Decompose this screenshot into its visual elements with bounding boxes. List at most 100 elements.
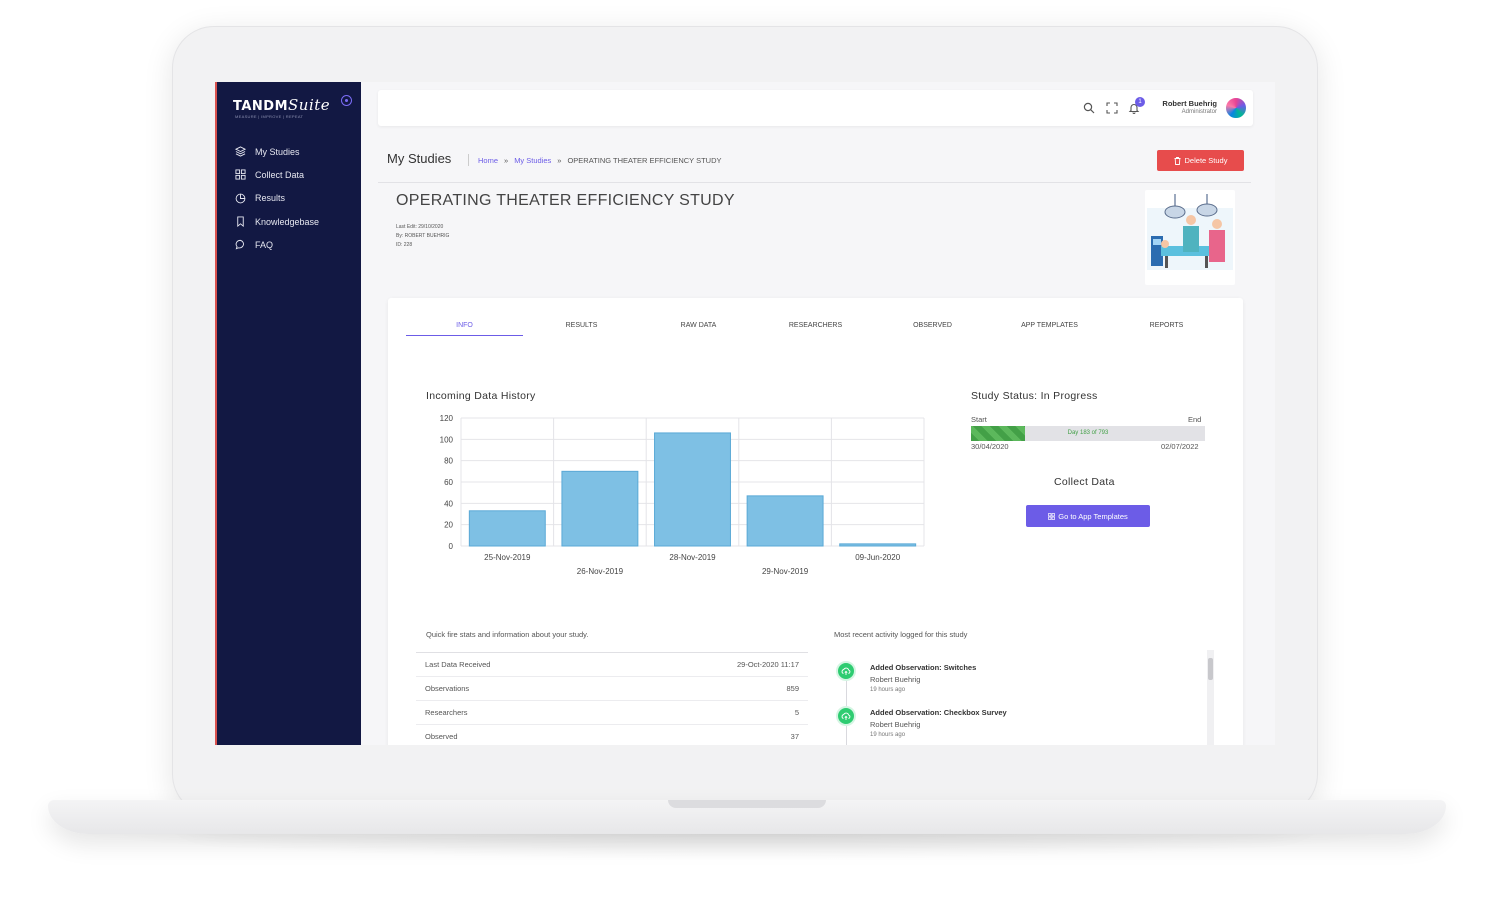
activity-time: 19 hours ago <box>870 732 906 738</box>
stats-caption: Quick fire stats and information about y… <box>426 630 589 639</box>
stat-value: 37 <box>790 732 799 741</box>
x-tick-label: 29-Nov-2019 <box>762 567 809 576</box>
chart-bar <box>839 543 917 547</box>
study-title: OPERATING THEATER EFFICIENCY STUDY <box>396 192 735 209</box>
study-author: By: ROBERT BUEHRIG <box>396 233 450 239</box>
stat-label: Observations <box>425 684 470 693</box>
activity-time: 19 hours ago <box>870 687 906 693</box>
study-illustration <box>1145 190 1235 285</box>
go-to-app-templates-label: Go to App Templates <box>1058 511 1128 521</box>
stat-value: 29-Oct-2020 11:17 <box>737 660 799 669</box>
cloud-upload-icon <box>836 706 856 726</box>
app-screen: TANDMSuite MEASURE | IMPROVE | REPEAT My… <box>215 82 1275 745</box>
stat-label: Researchers <box>425 708 468 717</box>
activity-caption: Most recent activity logged for this stu… <box>834 630 968 639</box>
tab-researchers[interactable]: RESEARCHERS <box>788 322 843 329</box>
y-tick-label: 80 <box>444 457 453 466</box>
status-end-label: End <box>1188 415 1202 424</box>
stat-label: Last Data Received <box>425 660 491 669</box>
tab-raw-data[interactable]: RAW DATA <box>680 322 717 329</box>
grid-icon <box>1048 512 1056 520</box>
study-progress-bar: Day 183 of 793 <box>971 426 1205 441</box>
breadcrumb-my-studies-link[interactable]: My Studies <box>514 155 552 165</box>
table-row: Observations 859 <box>416 676 808 700</box>
study-progress-fill <box>971 426 1026 441</box>
activity-user: Robert Buehrig <box>870 675 921 684</box>
page-title: My Studies <box>387 151 452 166</box>
user-name[interactable]: Robert Buehrig <box>1162 99 1217 108</box>
breadcrumb: Home » My Studies » OPERATING THEATER EF… <box>468 154 722 166</box>
bookmark-icon <box>237 216 244 228</box>
breadcrumb-home-link[interactable]: Home <box>478 155 499 165</box>
sidebar-item-results[interactable]: Results <box>235 187 319 210</box>
sidebar-item-label: Collect Data <box>255 169 305 180</box>
activity-scrollbar[interactable] <box>1207 650 1214 745</box>
cloud-upload-icon <box>836 661 856 681</box>
list-item[interactable]: Added Observation: Switches Robert Buehr… <box>834 660 1214 705</box>
stat-value: 5 <box>794 708 799 717</box>
user-role: Administrator <box>1181 109 1217 115</box>
study-tabs: INFO RESULTS RAW DATA RESEARCHERS OBSERV… <box>406 316 1225 336</box>
study-last-edit: Last Edit: 29/10/2020 <box>396 224 444 230</box>
table-row: Observed 37 <box>416 724 808 745</box>
table-row: Researchers 5 <box>416 700 808 724</box>
stat-label: Observed <box>425 732 458 741</box>
sidebar-item-knowledgebase[interactable]: Knowledgebase <box>235 210 319 233</box>
sidebar-item-label: Knowledgebase <box>255 216 320 227</box>
avatar[interactable] <box>1225 97 1247 119</box>
scrollbar-thumb[interactable] <box>1208 658 1213 680</box>
x-tick-label: 28-Nov-2019 <box>669 553 716 562</box>
stats-table: Last Data Received 29-Oct-2020 11:17 Obs… <box>416 652 808 745</box>
go-to-app-templates-button[interactable]: Go to App Templates <box>1026 505 1150 527</box>
sidebar-item-label: My Studies <box>255 146 300 157</box>
chart-bar <box>654 432 731 547</box>
tab-app-templates[interactable]: APP TEMPLATES <box>1021 322 1078 329</box>
notification-badge: 1 <box>1135 97 1145 107</box>
tab-info[interactable]: INFO <box>406 316 523 336</box>
chart-svg: 0 20 40 60 80 100 120 25-Nov-2019 26-Nov-2019 28-… <box>440 414 925 576</box>
sidebar-item-label: FAQ <box>255 239 274 250</box>
study-meta: Last Edit: 29/10/2020 By: ROBERT BUEHRIG… <box>396 223 449 250</box>
chart-bar <box>561 470 639 547</box>
y-tick-label: 60 <box>444 478 453 487</box>
logo-text: TANDM <box>233 99 289 114</box>
logo-script: Suite <box>288 96 331 114</box>
y-tick-label: 0 <box>449 542 454 551</box>
y-tick-label: 100 <box>440 435 454 444</box>
delete-study-button[interactable]: Delete Study <box>1157 150 1244 171</box>
x-tick-label: 25-Nov-2019 <box>484 553 531 562</box>
sidebar-item-label: Results <box>255 193 286 204</box>
fullscreen-icon[interactable] <box>1106 102 1118 114</box>
app-logo[interactable]: TANDMSuite <box>233 96 330 114</box>
status-start-label: Start <box>971 415 987 424</box>
y-tick-label: 120 <box>440 414 454 423</box>
x-tick-label: 09-Jun-2020 <box>855 553 900 562</box>
collect-data-heading: Collect Data <box>1054 476 1115 488</box>
tab-observed[interactable]: OBSERVED <box>913 322 952 329</box>
sidebar: TANDMSuite MEASURE | IMPROVE | REPEAT My… <box>215 82 361 745</box>
activity-user: Robert Buehrig <box>870 720 921 729</box>
sidebar-nav: My Studies Collect Data Results Knowledg… <box>235 140 319 256</box>
x-tick-label: 26-Nov-2019 <box>577 567 624 576</box>
status-start-date: 30/04/2020 <box>971 442 1009 451</box>
sidebar-item-faq[interactable]: FAQ <box>235 233 319 256</box>
incoming-data-chart: 0 20 40 60 80 100 120 25-Nov-2019 26-Nov-2019 28-… <box>426 413 926 583</box>
study-progress-label: Day 183 of 793 <box>1067 430 1109 436</box>
study-card: INFO RESULTS RAW DATA RESEARCHERS OBSERV… <box>388 298 1243 745</box>
search-icon[interactable] <box>1083 102 1095 114</box>
delete-study-label: Delete Study <box>1184 156 1228 165</box>
breadcrumb-separator: » <box>557 155 562 165</box>
y-tick-label: 40 <box>444 499 453 508</box>
study-id: ID: 228 <box>396 242 413 248</box>
sidebar-item-collect-data[interactable]: Collect Data <box>235 163 319 186</box>
chart-heading: Incoming Data History <box>426 390 536 402</box>
chart-bar <box>468 510 546 547</box>
layers-icon <box>235 146 246 157</box>
chart-bar <box>746 495 824 547</box>
sidebar-toggle-icon[interactable] <box>341 95 352 106</box>
study-status-heading: Study Status: In Progress <box>971 390 1098 402</box>
list-item[interactable]: Added Observation: Checkbox Survey Rober… <box>834 705 1214 745</box>
tab-reports[interactable]: REPORTS <box>1149 322 1184 329</box>
sidebar-item-my-studies[interactable]: My Studies <box>235 140 319 163</box>
tab-results[interactable]: RESULTS <box>565 322 598 329</box>
